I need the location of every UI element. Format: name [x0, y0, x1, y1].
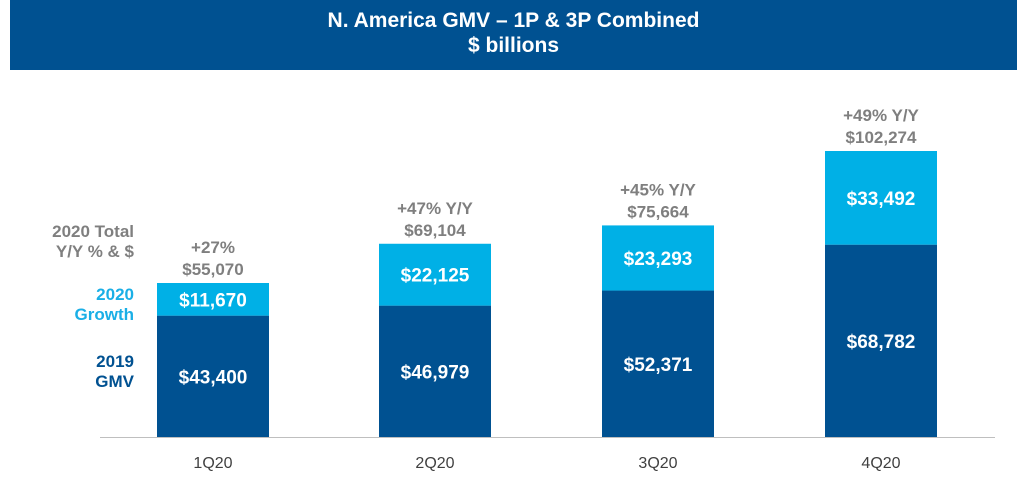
- total-value-4Q20: $102,274: [846, 128, 917, 147]
- legend-total-line2: Y/Y % & $: [55, 242, 134, 261]
- legend-growth-line2: Growth: [74, 305, 135, 324]
- legend-total-line1: 2020 Total: [52, 222, 134, 241]
- chart-subtitle: $ billions: [467, 34, 559, 57]
- total-growth-3Q20: +45% Y/Y: [620, 180, 696, 199]
- chart-title: N. America GMV – 1P & 3P Combined: [327, 9, 700, 32]
- total-growth-1Q20: +27%: [191, 238, 235, 257]
- label-2020-growth-3Q20: $23,293: [624, 249, 693, 270]
- bar-2020-growth-3Q20: [602, 225, 714, 291]
- total-value-1Q20: $55,070: [182, 260, 243, 279]
- total-growth-2Q20: +47% Y/Y: [397, 199, 473, 218]
- bar-2020-growth-2Q20: [379, 243, 491, 306]
- total-value-2Q20: $69,104: [404, 221, 466, 240]
- legend-gmv-line2: GMV: [95, 372, 134, 391]
- label-2019-gmv-3Q20: $52,371: [624, 355, 693, 376]
- total-growth-4Q20: +49% Y/Y: [843, 106, 919, 125]
- legend-gmv-line1: 2019: [96, 352, 134, 371]
- label-2019-gmv-1Q20: $43,400: [179, 367, 248, 388]
- bar-2020-growth-4Q20: [825, 151, 937, 245]
- legend-growth-line1: 2020: [96, 285, 134, 304]
- total-value-3Q20: $75,664: [627, 202, 689, 221]
- label-2019-gmv-2Q20: $46,979: [401, 362, 470, 383]
- x-tick-2Q20: 2Q20: [415, 455, 454, 472]
- label-2019-gmv-4Q20: $68,782: [847, 332, 916, 353]
- title-banner: N. America GMV – 1P & 3P Combined $ bill…: [10, 0, 1017, 70]
- bar-2019-gmv-1Q20: [157, 315, 269, 437]
- legend-growth-label: 2020 Growth: [10, 285, 135, 325]
- bar-2020-growth-1Q20: [157, 283, 269, 316]
- label-2020-growth-4Q20: $33,492: [847, 189, 916, 210]
- x-tick-1Q20: 1Q20: [193, 455, 232, 472]
- label-2020-growth-1Q20: $11,670: [179, 290, 247, 311]
- bar-2019-gmv-3Q20: [602, 290, 714, 437]
- x-tick-4Q20: 4Q20: [861, 455, 900, 472]
- label-2020-growth-2Q20: $22,125: [401, 266, 470, 287]
- bar-2019-gmv-4Q20: [825, 244, 937, 437]
- legend-total-label: 2020 Total Y/Y % & $: [10, 222, 134, 262]
- legend-gmv-label: 2019 GMV: [10, 352, 134, 392]
- x-tick-3Q20: 3Q20: [638, 455, 677, 472]
- bar-2019-gmv-2Q20: [379, 305, 491, 437]
